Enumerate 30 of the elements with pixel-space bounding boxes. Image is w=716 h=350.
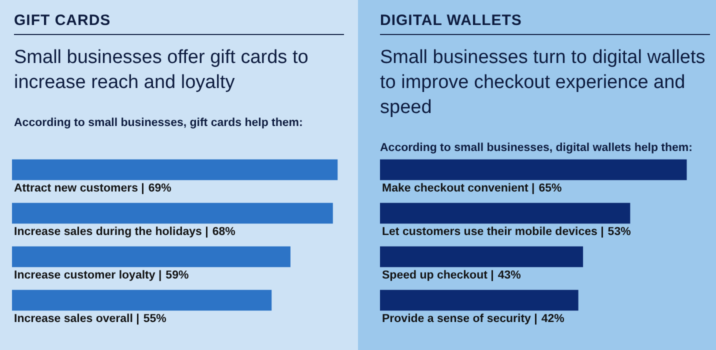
category-label: Increase sales overall | <box>14 313 140 326</box>
category-label: Provide a sense of security | <box>382 313 538 326</box>
data-label: 69% <box>148 182 172 195</box>
bar <box>380 159 687 180</box>
bar <box>12 246 290 268</box>
text: According to small businesses, gift cards help them: <box>14 117 303 129</box>
category-label: Increase customer loyalty | <box>14 270 162 282</box>
bar <box>12 290 272 311</box>
category-label: Make checkout convenient | <box>382 182 535 195</box>
chart-title: GIFT CARDS <box>14 12 344 35</box>
chart-title: DIGITAL WALLETS <box>380 12 710 35</box>
category-label: Speed up checkout | <box>382 270 494 282</box>
bar <box>380 290 578 311</box>
bar <box>380 246 584 268</box>
data-label: 53% <box>608 226 631 238</box>
data-label: 59% <box>166 270 189 282</box>
bar <box>380 202 630 224</box>
data-label: 55% <box>143 313 166 326</box>
data-label: 65% <box>538 182 562 195</box>
bar <box>12 202 333 224</box>
data-label: 68% <box>212 226 236 238</box>
category-label: Increase sales during the holidays | <box>14 226 208 238</box>
data-label: 43% <box>498 270 521 282</box>
chart-subtitle: Small businesses turn to digital wallets to improve checkout experience and speed <box>380 46 706 120</box>
bar <box>12 159 338 180</box>
category-label: Attract new customers | <box>14 182 144 195</box>
data-label: 42% <box>541 313 564 326</box>
category-label: Let customers use their mobile devices | <box>382 226 604 238</box>
text: According to small businesses, digital wallets help them: <box>380 142 692 154</box>
chart-subtitle: Small businesses offer gift cards to increase reach and loyalty <box>14 46 310 95</box>
